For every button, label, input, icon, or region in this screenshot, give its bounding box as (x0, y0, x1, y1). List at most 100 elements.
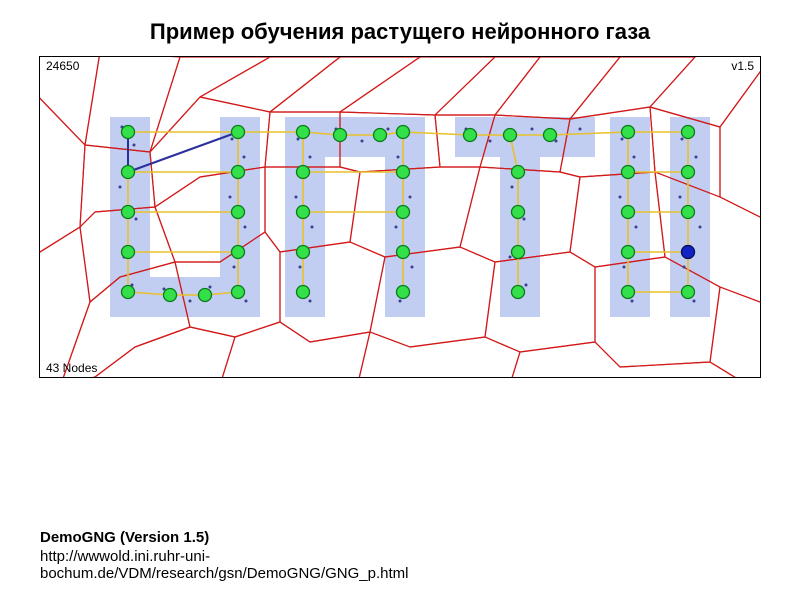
data-point (245, 299, 248, 302)
voronoi-cell (350, 332, 520, 377)
gng-node (122, 165, 135, 178)
gng-node (622, 285, 635, 298)
data-point (233, 265, 236, 268)
gng-node (122, 285, 135, 298)
voronoi-cell (270, 57, 420, 112)
page-title: Пример обучения растущего нейронного газ… (0, 0, 800, 56)
voronoi-cell (495, 57, 620, 119)
gng-node (232, 125, 245, 138)
version-label: v1.5 (731, 59, 754, 73)
gng-node (232, 205, 245, 218)
gng-node (682, 165, 695, 178)
caption-block: DemoGNG (Version 1.5) http://wwwold.ini.… (40, 529, 760, 582)
data-point (387, 127, 390, 130)
gng-node-winner (682, 245, 695, 258)
gng-node (512, 165, 525, 178)
gng-node (334, 128, 347, 141)
gng-node (544, 128, 557, 141)
data-point (695, 155, 698, 158)
gng-node (397, 205, 410, 218)
gng-node (682, 125, 695, 138)
data-point (309, 155, 312, 158)
data-point (683, 265, 686, 268)
gng-node (512, 205, 525, 218)
voronoi-cell (435, 57, 540, 115)
voronoi-cell (40, 57, 85, 277)
data-point (397, 155, 400, 158)
gng-node (622, 205, 635, 218)
gng-node (682, 205, 695, 218)
gng-node (397, 125, 410, 138)
data-point (699, 225, 702, 228)
data-point (511, 185, 514, 188)
voronoi-cell (210, 322, 370, 377)
data-point (295, 195, 298, 198)
gng-node (622, 245, 635, 258)
gng-node (232, 245, 245, 258)
gng-node (622, 165, 635, 178)
data-point (244, 225, 247, 228)
gng-node (504, 128, 517, 141)
data-point (525, 283, 528, 286)
data-point (231, 137, 234, 140)
data-point (395, 225, 398, 228)
data-point (311, 225, 314, 228)
data-point (229, 195, 232, 198)
data-point (621, 137, 624, 140)
data-point (209, 285, 212, 288)
data-point (361, 139, 364, 142)
gng-node (122, 205, 135, 218)
gng-node (232, 165, 245, 178)
data-point (509, 255, 512, 258)
caption-title: DemoGNG (Version 1.5) (40, 529, 760, 546)
data-point (299, 265, 302, 268)
gng-node (397, 285, 410, 298)
voronoi-cell (40, 227, 90, 377)
data-point (523, 217, 526, 220)
voronoi-cell (720, 57, 760, 237)
gng-node (297, 285, 310, 298)
input-regions (110, 117, 710, 317)
voronoi-cell (500, 342, 760, 377)
data-point (633, 155, 636, 158)
data-point (531, 127, 534, 130)
gng-node (199, 288, 212, 301)
caption-url: http://wwwold.ini.ruhr-uni- bochum.de/VD… (40, 548, 760, 582)
gng-node (122, 245, 135, 258)
gng-node (232, 285, 245, 298)
voronoi-cell (340, 57, 495, 115)
gng-node (512, 245, 525, 258)
data-point (693, 299, 696, 302)
data-point (135, 217, 138, 220)
data-point (409, 195, 412, 198)
gng-node (397, 165, 410, 178)
data-point (681, 137, 684, 140)
data-point (631, 299, 634, 302)
gng-node (297, 165, 310, 178)
data-point (189, 299, 192, 302)
gng-node (464, 128, 477, 141)
data-point (489, 139, 492, 142)
gng-node (122, 125, 135, 138)
data-point (635, 225, 638, 228)
data-point (411, 265, 414, 268)
diagram-panel: 24650 v1.5 43 Nodes (39, 56, 761, 378)
data-point (579, 127, 582, 130)
gng-node (164, 288, 177, 301)
data-point (309, 299, 312, 302)
caption-url-line1: http://wwwold.ini.ruhr-uni- (40, 548, 210, 565)
iteration-label: 24650 (46, 59, 79, 73)
voronoi-cell (200, 57, 340, 112)
gng-diagram (40, 57, 760, 377)
data-point (119, 185, 122, 188)
gng-node (297, 245, 310, 258)
gng-node (397, 245, 410, 258)
gng-node (622, 125, 635, 138)
data-point (243, 155, 246, 158)
data-point (623, 265, 626, 268)
gng-node (297, 205, 310, 218)
data-point (133, 143, 136, 146)
gng-node (297, 125, 310, 138)
gng-node (374, 128, 387, 141)
data-point (679, 195, 682, 198)
